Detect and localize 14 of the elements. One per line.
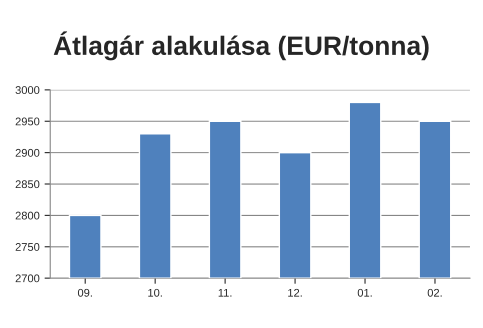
x-tick-label: 09. — [78, 288, 92, 297]
y-tick-label: 2700 — [16, 274, 40, 282]
chart-title: Átlagár alakulása (EUR/tonna) — [54, 31, 429, 60]
y-tick-label: 2800 — [16, 212, 40, 220]
y-tick-label: 3000 — [16, 86, 40, 94]
y-tick-label: 2850 — [16, 180, 40, 188]
x-tick-label: 11. — [218, 288, 232, 297]
y-tick-label: 2900 — [16, 148, 40, 157]
x-tick-label: 01. — [358, 288, 372, 297]
x-tick-label: 02. — [428, 288, 442, 297]
y-tick-label: 2750 — [16, 243, 40, 251]
x-tick-label: 12. — [288, 288, 302, 297]
y-tick-label: 2950 — [16, 118, 40, 126]
x-tick-label: 10. — [148, 288, 162, 297]
